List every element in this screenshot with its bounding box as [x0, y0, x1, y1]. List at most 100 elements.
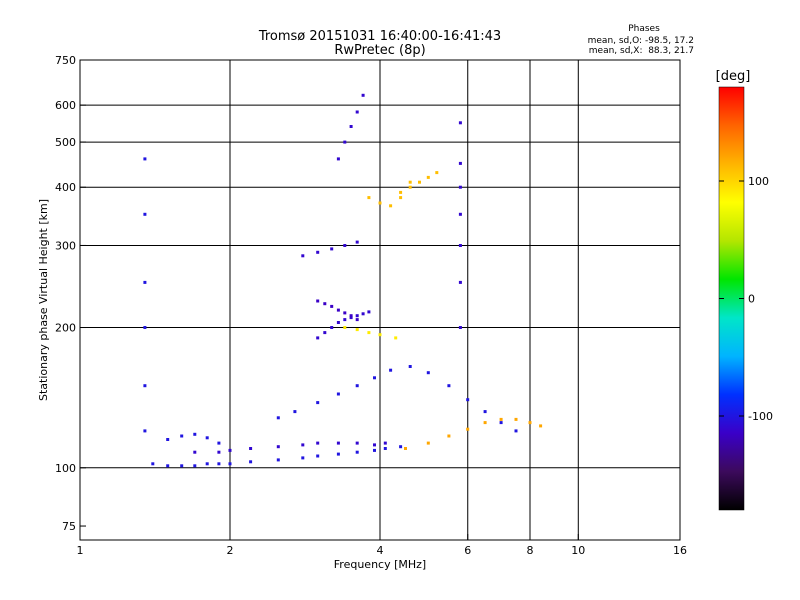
data-point [458, 161, 462, 165]
data-point [458, 326, 462, 329]
data-point [330, 326, 334, 329]
x-tick-label: 1 [77, 544, 84, 557]
data-point [343, 318, 347, 322]
x-axis-ticks: 1 2 4 6 8 10 16 [77, 534, 687, 557]
colorbar-tick-label: 100 [748, 175, 769, 188]
data-point [408, 185, 412, 189]
y-tick-label: 400 [55, 181, 76, 194]
data-point [355, 441, 359, 445]
data-point [389, 204, 393, 208]
colorbar-tick-label: 0 [748, 293, 755, 306]
grid [80, 60, 680, 540]
y-tick-label: 600 [55, 99, 76, 112]
x-tick-label: 16 [673, 544, 687, 557]
data-point [349, 314, 353, 318]
data-point [426, 175, 430, 179]
data-point [404, 447, 407, 450]
data-point [180, 464, 184, 468]
chart-title: Tromsø 20151031 16:40:00-16:41:43 [258, 29, 501, 44]
data-point [316, 250, 320, 254]
data-point [355, 328, 359, 332]
data-point [336, 321, 340, 324]
data-point [426, 441, 430, 445]
data-point [343, 326, 347, 329]
y-axis-label: Stationary phase Virtual Height [km] [37, 199, 50, 401]
data-point [458, 212, 462, 216]
data-point [143, 280, 147, 284]
data-point [249, 460, 253, 464]
data-point [336, 308, 340, 312]
data-point [143, 157, 147, 161]
data-point [143, 326, 147, 329]
data-point [499, 421, 503, 425]
data-point [355, 314, 359, 318]
data-point [367, 310, 371, 314]
data-point [330, 247, 334, 251]
data-point [355, 384, 359, 388]
data-point [418, 180, 421, 184]
data-point [228, 448, 232, 452]
data-point [435, 171, 439, 175]
data-point [180, 434, 184, 438]
data-point [483, 410, 487, 414]
data-point [249, 447, 253, 450]
data-point [399, 196, 403, 200]
y-tick-label: 750 [55, 54, 76, 67]
data-point [361, 312, 365, 316]
phase-stats-title: Phases [628, 24, 660, 34]
y-tick-label: 75 [62, 520, 76, 533]
data-point [323, 331, 327, 335]
data-point [378, 333, 382, 337]
data-point [355, 240, 359, 244]
data-point [447, 384, 451, 388]
data-point [217, 450, 221, 454]
x-tick-label: 10 [571, 544, 585, 557]
data-point [293, 410, 297, 414]
data-point [458, 185, 462, 189]
data-point [323, 302, 327, 306]
data-point [193, 464, 197, 468]
data-point [458, 280, 462, 284]
data-point [514, 417, 518, 421]
data-point [367, 331, 371, 335]
data-point [301, 254, 305, 258]
data-point [205, 462, 209, 466]
data-point [336, 441, 340, 445]
data-point [355, 110, 359, 114]
data-point [499, 417, 503, 421]
data-point [316, 401, 320, 405]
data-point [228, 462, 232, 466]
data-point [217, 441, 221, 445]
x-tick-label: 8 [527, 544, 534, 557]
x-tick-label: 6 [464, 544, 471, 557]
data-point [383, 447, 387, 450]
data-point [343, 311, 347, 315]
data-point [389, 368, 393, 372]
data-point [378, 201, 382, 205]
data-point [330, 304, 334, 308]
data-point [373, 448, 376, 452]
data-point [316, 336, 320, 340]
y-tick-label: 200 [55, 322, 76, 335]
data-point [367, 196, 371, 200]
colorbar-label: [deg] [716, 69, 751, 84]
data-point [539, 424, 543, 428]
data-point [383, 441, 387, 445]
data-point [205, 436, 209, 440]
data-point [343, 244, 347, 247]
x-tick-label: 4 [377, 544, 384, 557]
data-point [373, 443, 376, 447]
data-point [408, 180, 412, 184]
scatter-points [143, 93, 543, 468]
data-point [316, 454, 320, 458]
data-point [343, 140, 347, 144]
x-tick-label: 2 [227, 544, 234, 557]
y-tick-label: 500 [55, 136, 76, 149]
x-axis-label: Frequency [MHz] [334, 558, 426, 571]
data-point [355, 318, 359, 322]
data-point [355, 450, 359, 454]
data-point [336, 392, 340, 396]
colorbar: [deg] 100 0 -100 [716, 69, 773, 511]
data-point [166, 438, 170, 441]
